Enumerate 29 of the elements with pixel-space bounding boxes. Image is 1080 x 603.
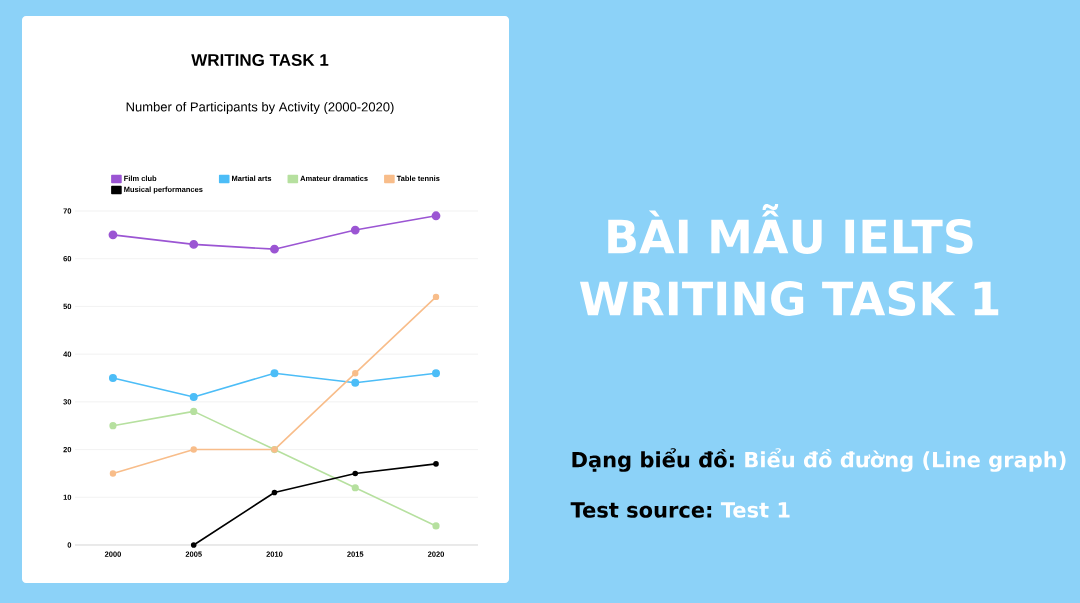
text: Test 1 — [720, 502, 790, 518]
point — [351, 484, 359, 492]
point — [190, 407, 198, 415]
chart-title: WRITING TASK 1 — [191, 53, 329, 67]
text: BÀI MẪU IELTS WRITING TASK 1 — [579, 204, 999, 316]
point — [433, 461, 439, 467]
point — [271, 489, 278, 496]
point — [351, 378, 360, 387]
point — [108, 230, 118, 240]
text: Test source: — [570, 502, 712, 518]
point — [352, 470, 359, 477]
point — [432, 522, 440, 530]
chart-subtitle: Number of Participants by Activity (2000-2020) — [126, 101, 394, 115]
point — [270, 244, 279, 254]
point — [108, 374, 117, 382]
point — [189, 240, 199, 249]
point — [432, 369, 441, 378]
point — [109, 422, 117, 430]
point — [431, 211, 441, 221]
point — [432, 293, 440, 301]
point — [350, 225, 360, 235]
point — [270, 369, 279, 378]
point — [190, 542, 197, 548]
point — [190, 446, 197, 453]
text: Dạng biểu đồ: — [572, 448, 734, 472]
point — [189, 393, 198, 402]
point — [352, 370, 359, 377]
point — [109, 470, 117, 477]
text: Biểu đồ đường (Line graph) — [745, 448, 1066, 472]
